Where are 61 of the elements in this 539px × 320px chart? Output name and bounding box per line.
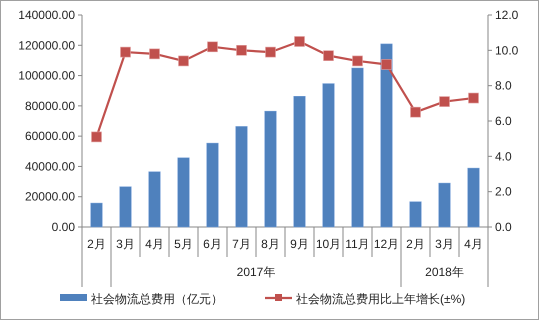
point (468, 92, 479, 104)
y2-tick-label: 0.0 (495, 220, 512, 234)
x-tick-label: 3月 (435, 237, 454, 251)
bar (322, 83, 335, 228)
bar (293, 96, 306, 228)
point (381, 59, 392, 70)
y-tick-label: 140000.00 (18, 8, 76, 22)
x-tick-label: 10月 (316, 237, 342, 251)
point (294, 36, 305, 47)
point (352, 56, 363, 66)
bar (177, 158, 190, 228)
x-tick-label: 2月 (87, 237, 106, 251)
legend-label: 社会物流总费用比上年增长(±%) (296, 292, 466, 306)
bar (467, 168, 480, 228)
x-tick-label: 7月 (232, 237, 251, 251)
bar (119, 186, 132, 228)
bar (264, 110, 277, 228)
point (149, 48, 160, 60)
y2-tick-label: 6.0 (495, 114, 512, 128)
x-tick-label: 11月 (345, 237, 370, 251)
y2-tick-label: 10.0 (495, 43, 519, 58)
x-tick-label: 4月 (464, 237, 483, 251)
y2-tick-label: 8.0 (495, 78, 512, 93)
x-tick-label: 5月 (174, 237, 193, 251)
y-tick-label: 40000.00 (24, 159, 76, 174)
x-tick-label: 9月 (290, 237, 309, 251)
bar (148, 171, 161, 228)
bar (206, 142, 219, 228)
point (323, 50, 334, 61)
point (439, 96, 450, 107)
bar (380, 44, 393, 228)
text: 2017年 (236, 265, 276, 279)
text: 2018年 (425, 265, 464, 279)
x-tick-label: 3月 (116, 237, 135, 251)
point (265, 46, 276, 58)
bar (235, 126, 248, 228)
bar (438, 182, 451, 228)
x-tick-label: 12月 (374, 237, 400, 251)
x-tick-label: 8月 (261, 237, 280, 251)
y2-tick-label: 4.0 (495, 149, 512, 164)
point (91, 132, 102, 142)
x-tick-label: 4月 (145, 237, 164, 251)
legend-label: 社会物流总费用（亿元） (91, 292, 223, 306)
y-tick-label: 80000.00 (24, 98, 76, 113)
point (120, 46, 131, 58)
bar (409, 201, 422, 228)
y2-tick-label: 12.0 (495, 8, 519, 22)
y-tick-label: 60000.00 (24, 129, 76, 144)
point (207, 42, 218, 52)
y-tick-label: 0.00 (52, 220, 76, 234)
point (178, 56, 189, 66)
y-tick-label: 100000.00 (18, 68, 76, 83)
y2-tick-label: 2.0 (495, 184, 512, 199)
bar (351, 68, 364, 228)
point (410, 106, 421, 118)
x-tick-label: 2月 (406, 237, 425, 251)
point (236, 45, 247, 56)
bar (90, 202, 103, 228)
y-tick-label: 20000.00 (24, 190, 76, 204)
x-tick-label: 6月 (203, 237, 222, 251)
y-tick-label: 120000.00 (18, 38, 76, 52)
